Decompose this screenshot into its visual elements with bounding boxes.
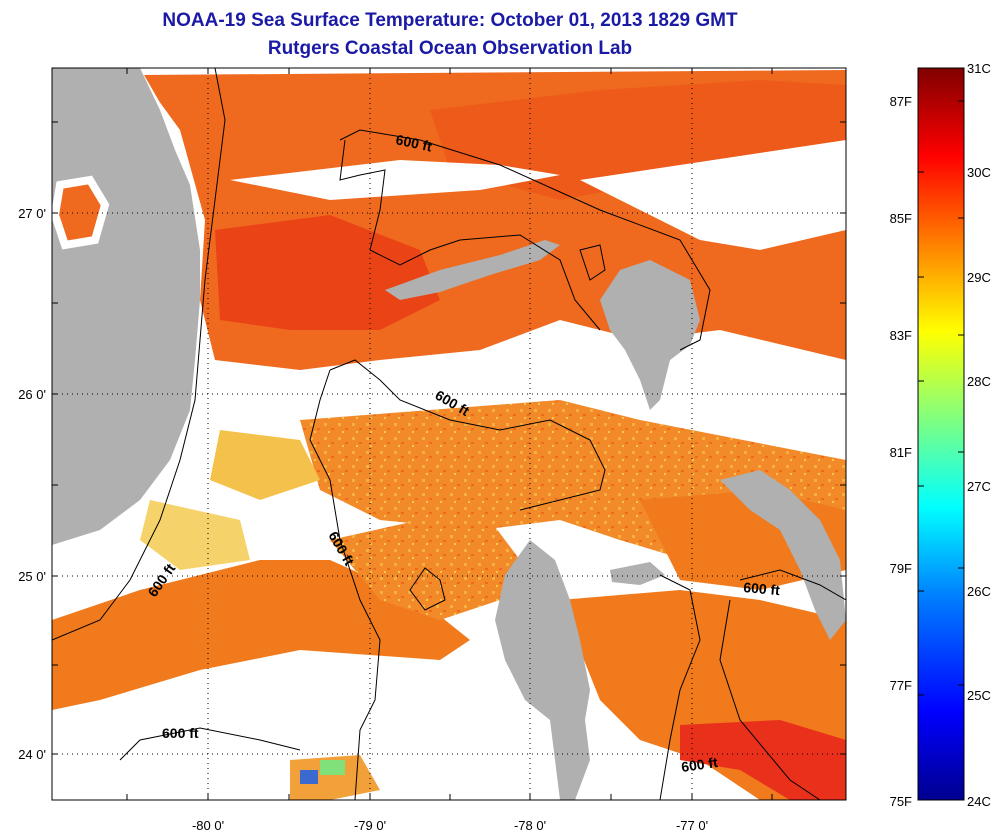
contour-label-south: 600 ft: [162, 725, 199, 741]
sst-cool-patch-1: [210, 430, 320, 500]
y-tick-label-2: 25 0': [18, 569, 46, 584]
colorbar-ticks: [918, 67, 964, 696]
land-andros: [495, 540, 590, 800]
colorbar-c-label-4: 27C: [967, 479, 991, 494]
sst-southwest-band: [52, 560, 470, 710]
sst-hotspot-north: [215, 215, 440, 330]
colorbar-c-label-0: 31C: [967, 61, 991, 76]
y-tick-label-0: 27 0': [18, 206, 46, 221]
x-tick-label-3: -77 0': [676, 818, 708, 833]
land-abaco: [600, 260, 700, 410]
land-lake-ring: [52, 175, 110, 250]
sst-southeast-hot: [680, 720, 846, 800]
colorbar-c-label-1: 30C: [967, 165, 991, 180]
axis-ticks: [52, 68, 846, 800]
map-gridlines: [52, 68, 846, 800]
colorbar-c-label-5: 26C: [967, 584, 991, 599]
sst-hotspot-northeast: [430, 80, 846, 200]
land-small-island: [610, 562, 665, 585]
colorbar-f-label-5: 77F: [890, 678, 912, 693]
colorbar-f-label-0: 87F: [890, 94, 912, 109]
land-grand-bahama: [385, 240, 560, 300]
sst-south-blue: [300, 770, 318, 784]
colorbar-f-label-6: 75F: [890, 794, 912, 809]
map-frame: [51, 67, 847, 801]
sst-cool-patch-2: [140, 500, 250, 570]
x-tick-label-0: -80 0': [192, 818, 224, 833]
colorbar-f-label-3: 81F: [890, 445, 912, 460]
land-lake-area: [55, 180, 105, 245]
depth-contours: [52, 68, 846, 800]
x-tick-label-1: -79 0': [354, 818, 386, 833]
y-tick-label-1: 26 0': [18, 387, 46, 402]
map-title: NOAA-19 Sea Surface Temperature: October…: [162, 10, 738, 31]
colorbar-c-label-3: 28C: [967, 374, 991, 389]
sst-south-central: [330, 520, 520, 620]
contour-label-east: 600 ft: [743, 579, 781, 598]
contour-label-southeast: 600 ft: [680, 754, 719, 775]
cloud-streak-2: [580, 140, 846, 250]
land-east-islands: [720, 470, 846, 640]
sst-south-green: [320, 760, 345, 775]
colorbar-c-label-2: 29C: [967, 270, 991, 285]
y-tick-label-3: 24 0': [18, 747, 46, 762]
colorbar-c-label-6: 25C: [967, 688, 991, 703]
colorbar-gradient: [917, 67, 965, 801]
colorbar-f-label-1: 85F: [890, 211, 912, 226]
map-subtitle: Rutgers Coastal Ocean Observation Lab: [267, 38, 633, 59]
colorbar-f-label-4: 79F: [890, 561, 912, 576]
colorbar-c-label-7: 24C: [967, 794, 991, 809]
colorbar-f-label-2: 83F: [890, 328, 912, 343]
contour-label-north: 600 ft: [394, 131, 433, 154]
x-tick-label-2: -78 0': [514, 818, 546, 833]
cloud-streak-1: [230, 160, 560, 200]
